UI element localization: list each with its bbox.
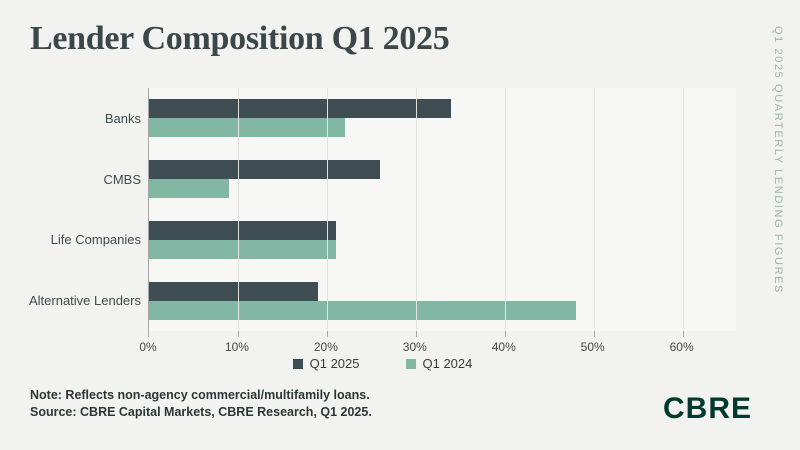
side-caption: Q1 2025 QUARTERLY LENDING FIGURES [772, 26, 784, 294]
bar-q1-2024 [149, 179, 230, 199]
axis-tick [593, 331, 595, 337]
bar-q1-2024 [149, 300, 576, 320]
x-tick-label: 30% [402, 340, 427, 354]
axis-tick [504, 331, 506, 337]
x-tick-label: 20% [313, 340, 338, 354]
bar-chart: Banks CMBS Life Companies Alternative Lende… [28, 88, 736, 388]
gridline [593, 88, 595, 331]
x-tick-label: 40% [491, 340, 516, 354]
gridline [682, 88, 684, 331]
bar-group [149, 149, 736, 210]
bar-q1-2025 [149, 160, 381, 180]
x-axis-labels: 0% 10% 20% 30% 40% 50% 60% [139, 340, 735, 356]
gridline [326, 88, 328, 331]
bar-q1-2025 [149, 281, 318, 301]
legend-swatch [292, 358, 303, 369]
bar-group [149, 88, 736, 149]
cbre-logo: CBRE [663, 392, 753, 425]
category-label: Life Companies [50, 232, 141, 248]
x-tick-label: 10% [224, 340, 249, 354]
x-tick-label: 0% [139, 340, 157, 354]
bar-q1-2024 [149, 239, 336, 259]
bar-q1-2024 [149, 118, 345, 138]
footnotes: Note: Reflects non-agency commercial/mul… [30, 387, 372, 421]
axis-tick [237, 331, 239, 337]
category-label: Alternative Lenders [28, 293, 141, 309]
plot-area [148, 88, 736, 337]
category-label: CMBS [103, 171, 141, 187]
bar-q1-2025 [149, 220, 336, 240]
legend-swatch [405, 358, 416, 369]
axis-tick [682, 331, 684, 337]
bar-rows [149, 88, 736, 331]
legend-label: Q1 2025 [309, 356, 360, 371]
legend-item: Q1 2024 [405, 356, 473, 371]
bar-group [149, 210, 736, 271]
category-label: Banks [104, 110, 141, 126]
category-labels: Banks CMBS Life Companies Alternative Lende… [28, 88, 141, 331]
legend-label: Q1 2024 [422, 356, 473, 371]
source-text: Source: CBRE Capital Markets, CBRE Resea… [30, 405, 372, 419]
gridline [237, 88, 239, 331]
page-title: Lender Composition Q1 2025 [30, 20, 450, 57]
x-tick-label: 60% [669, 340, 694, 354]
legend: Q1 2025 Q1 2024 [30, 356, 735, 371]
note-text: Note: Reflects non-agency commercial/mul… [30, 388, 370, 402]
axis-tick [148, 331, 149, 337]
gridline [504, 88, 506, 331]
legend-item: Q1 2025 [292, 356, 360, 371]
gridline [415, 88, 417, 331]
bar-group [149, 270, 736, 331]
axis-tick [326, 331, 328, 337]
x-tick-label: 50% [580, 340, 605, 354]
bar-q1-2025 [149, 99, 452, 119]
axis-tick [415, 331, 417, 337]
